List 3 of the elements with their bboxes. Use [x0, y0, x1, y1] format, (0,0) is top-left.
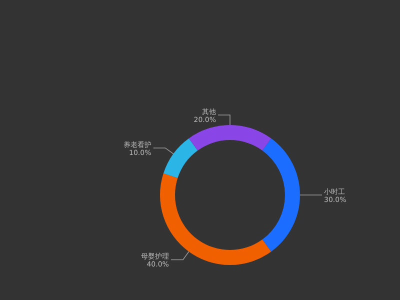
- donut-slice: [188, 125, 272, 151]
- donut-slice: [163, 138, 198, 178]
- donut-slice: [262, 138, 300, 252]
